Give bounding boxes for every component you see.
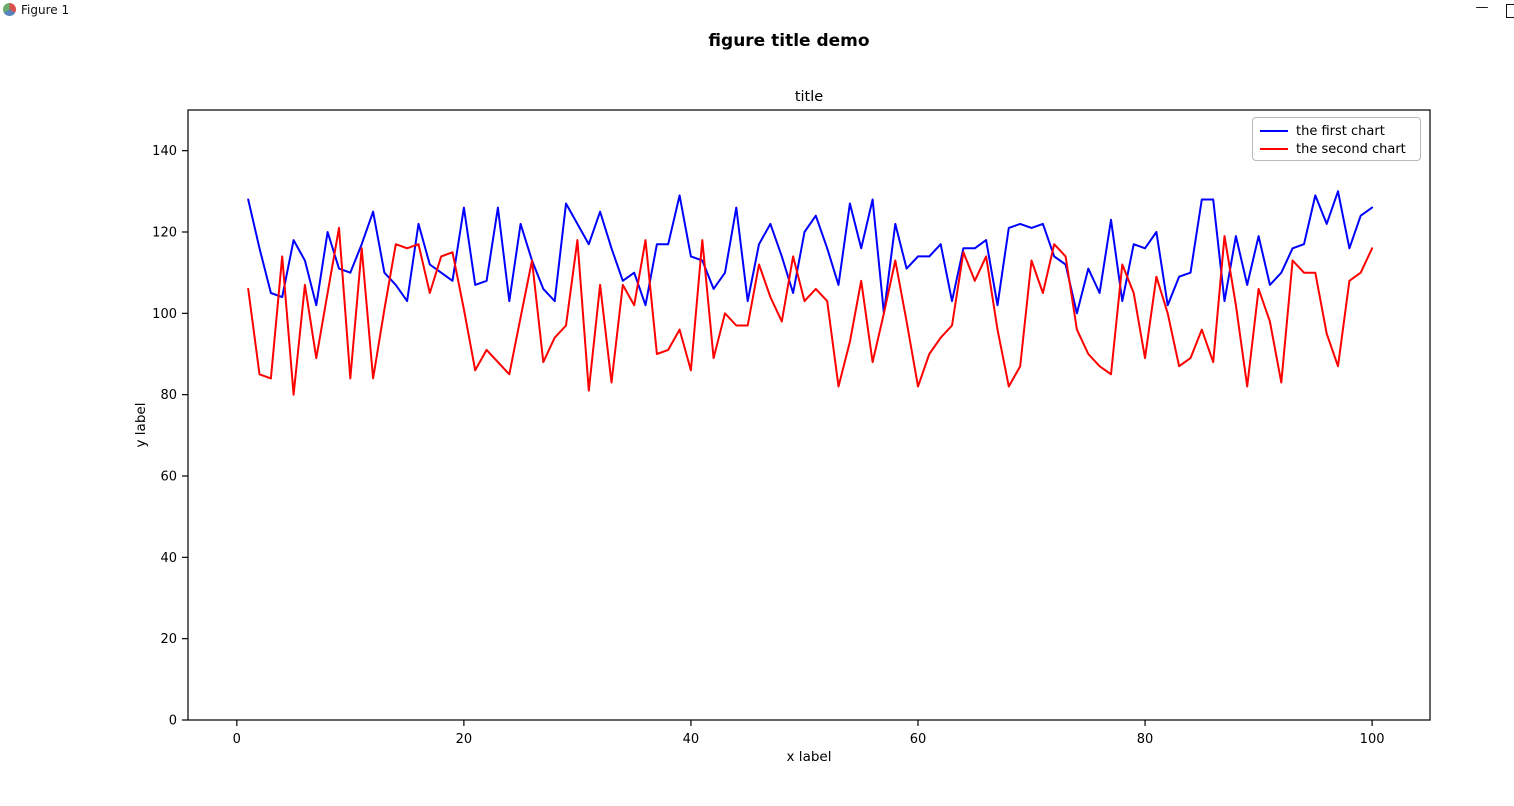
legend-entry-first: the first chart — [1260, 122, 1412, 140]
minimize-button[interactable]: — — [1475, 0, 1489, 15]
y-tick-label: 80 — [160, 388, 177, 403]
x-tick-label: 100 — [1360, 732, 1385, 747]
legend-line-sample-first — [1260, 130, 1288, 132]
x-axis-label: x label — [787, 749, 832, 765]
y-tick-label: 60 — [160, 470, 177, 485]
y-tick-label: 20 — [160, 632, 177, 647]
series-line-first — [247, 190, 1374, 315]
axes-frame: 0 20 40 60 80 100 0 20 40 60 80 100 120 140 — [152, 109, 1431, 747]
window-title: Figure 1 — [21, 3, 70, 17]
window-title-bar[interactable]: Figure 1 — — [0, 0, 1514, 22]
x-tick-label: 20 — [456, 732, 473, 747]
figure-suptitle: figure title demo — [708, 31, 869, 51]
legend-line-sample-second — [1260, 148, 1288, 150]
legend-box: the first chart the second chart — [1252, 117, 1421, 161]
y-tick-label: 100 — [152, 307, 177, 322]
matplotlib-logo-icon — [3, 3, 16, 16]
x-tick-label: 40 — [683, 732, 700, 747]
y-axis-label: y label — [133, 403, 149, 448]
series-lines — [247, 190, 1374, 396]
legend-entry-second: the second chart — [1260, 140, 1412, 158]
legend-label-first: the first chart — [1296, 123, 1385, 139]
y-tick-label: 140 — [152, 144, 177, 159]
y-tick-label: 120 — [152, 226, 177, 241]
x-tick-label: 80 — [1137, 732, 1154, 747]
y-tick-label: 40 — [160, 551, 177, 566]
y-tick-label: 0 — [169, 714, 177, 729]
legend-label-second: the second chart — [1296, 141, 1406, 157]
maximize-button[interactable] — [1506, 4, 1514, 18]
x-tick-label: 60 — [910, 732, 927, 747]
x-tick-label: 0 — [233, 732, 241, 747]
axes-title: title — [795, 89, 823, 105]
series-line-second — [247, 226, 1374, 396]
